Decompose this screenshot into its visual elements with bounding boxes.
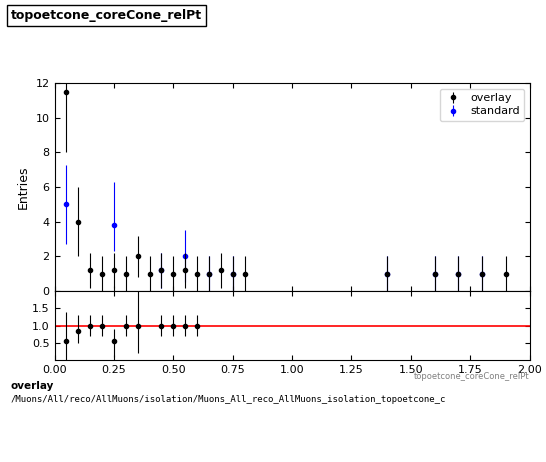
Text: topoetcone_coreCone_relPt: topoetcone_coreCone_relPt (11, 9, 202, 22)
Y-axis label: Entries: Entries (17, 165, 30, 209)
Legend: overlay, standard: overlay, standard (440, 89, 524, 121)
Text: topoetcone_coreCone_relPt: topoetcone_coreCone_relPt (414, 372, 530, 381)
Text: overlay: overlay (11, 381, 54, 391)
Text: /Muons/All/reco/AllMuons/isolation/Muons_All_reco_AllMuons_isolation_topoetcone_: /Muons/All/reco/AllMuons/isolation/Muons… (11, 395, 446, 404)
